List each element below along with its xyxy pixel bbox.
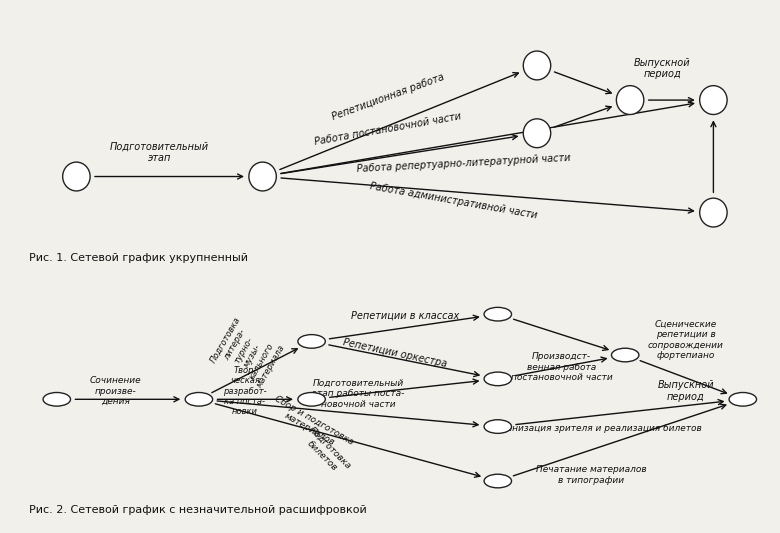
Ellipse shape — [43, 392, 70, 406]
Text: Сочинение
произве-
дения: Сочинение произве- дения — [90, 376, 141, 406]
Ellipse shape — [185, 392, 213, 406]
Text: Подготовка
билетов: Подготовка билетов — [300, 425, 353, 478]
Text: Подготовка
литера-
турно-
музы-
кального
материала: Подготовка литера- турно- музы- кального… — [208, 316, 287, 391]
Text: Работа репертуарно-литературной части: Работа репертуарно-литературной части — [356, 153, 571, 174]
Text: Репетиции оркестра: Репетиции оркестра — [342, 337, 448, 369]
Text: Твор-
ческая
разработ-
ка поста-
новки: Твор- ческая разработ- ка поста- новки — [223, 366, 267, 416]
Text: Печатание материалов
в типографии: Печатание материалов в типографии — [536, 465, 646, 484]
Text: Работа административной части: Работа административной части — [369, 181, 538, 221]
Ellipse shape — [700, 198, 727, 227]
Text: Подготовительный
этап: Подготовительный этап — [110, 141, 209, 163]
Ellipse shape — [484, 420, 512, 433]
Text: Рис. 2. Сетевой график с незначительной расшифровкой: Рис. 2. Сетевой график с незначительной … — [30, 505, 367, 515]
Ellipse shape — [523, 51, 551, 80]
Ellipse shape — [484, 308, 512, 321]
Ellipse shape — [484, 372, 512, 386]
Ellipse shape — [523, 119, 551, 148]
Text: Репетиции в классах: Репетиции в классах — [350, 311, 459, 320]
Ellipse shape — [612, 348, 639, 362]
Text: Производст-
венная работа
постановочной части: Производст- венная работа постановочной … — [511, 352, 612, 382]
Text: Организация зрителя и реализация билетов: Организация зрителя и реализация билетов — [489, 424, 702, 433]
Ellipse shape — [62, 162, 90, 191]
Text: Сценические
репетиции в
сопровождении
фортепиано: Сценические репетиции в сопровождении фо… — [648, 320, 724, 360]
Ellipse shape — [729, 392, 757, 406]
Ellipse shape — [700, 86, 727, 115]
Ellipse shape — [484, 474, 512, 488]
Ellipse shape — [616, 86, 644, 115]
Text: Выпускной
период: Выпускной период — [634, 58, 691, 79]
Text: Работа постановочной части: Работа постановочной части — [314, 111, 463, 147]
Ellipse shape — [249, 162, 276, 191]
Text: Выпускной
период: Выпускной период — [658, 381, 714, 402]
Ellipse shape — [298, 335, 325, 348]
Text: Подготовительный
этап работы поста-
новочной части: Подготовительный этап работы поста- ново… — [313, 379, 405, 409]
Ellipse shape — [298, 392, 325, 406]
Text: Сбор и подготовка
материалов: Сбор и подготовка материалов — [268, 394, 355, 456]
Text: Рис. 1. Сетевой график укрупненный: Рис. 1. Сетевой график укрупненный — [30, 253, 248, 263]
Text: Репетиционная работа: Репетиционная работа — [331, 72, 445, 122]
